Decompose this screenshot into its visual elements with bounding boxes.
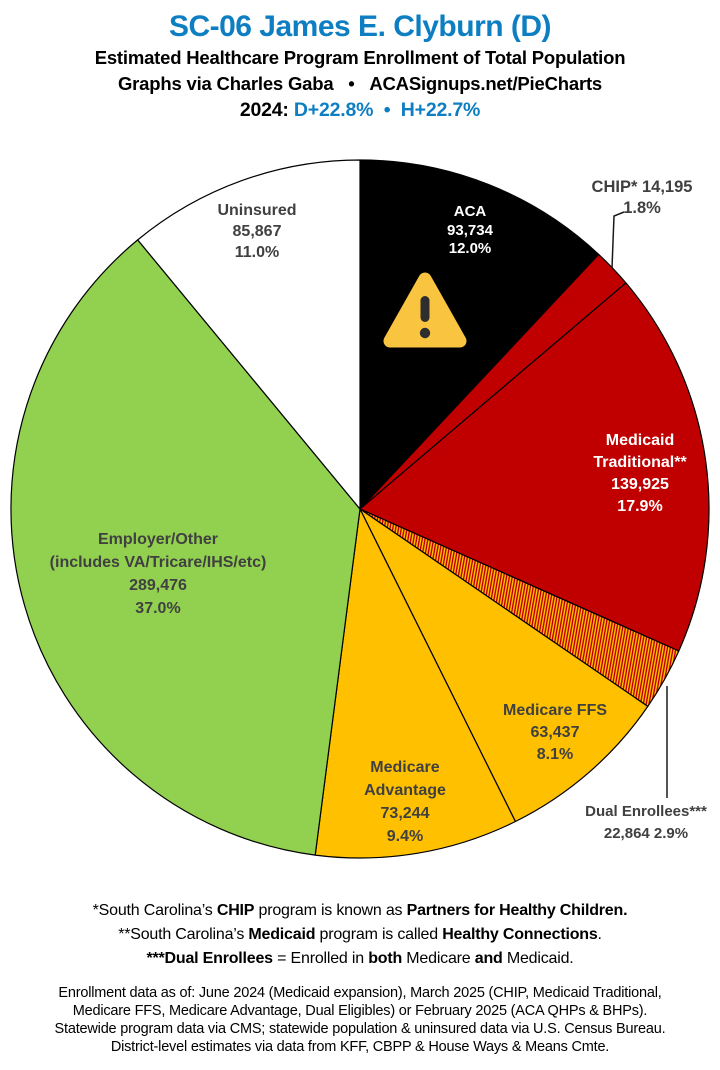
text-run: and [474, 950, 503, 967]
text-run: both [368, 950, 403, 967]
footnotes-block: *South Carolina’s CHIP program is known … [0, 899, 720, 971]
fineprint-line: Medicare FFS, Medicare Advantage, Dual E… [72, 1003, 648, 1019]
footnote-medicaid: **South Carolina’s Medicaid program is c… [0, 923, 720, 947]
text-run: Medicaid. [502, 950, 574, 967]
text-run: **South Carolina’s [118, 926, 249, 943]
fineprint-line: District-level estimates via data from K… [110, 1039, 610, 1055]
text-run: 2024: [239, 99, 294, 121]
text-run: = Enrolled in [272, 950, 369, 967]
pie-slices-group [10, 159, 710, 859]
chip-leader-line [611, 211, 625, 269]
text-run: H+22.7% [400, 99, 481, 121]
pie-slice-employer [10, 239, 361, 856]
subtitle-enrollment: Estimated Healthcare Program Enrollment … [94, 47, 626, 68]
text-run: Medicare [402, 950, 475, 967]
page-title: SC-06 James E. Clyburn (D) [168, 10, 552, 43]
text-run: CHIP [216, 902, 255, 919]
partisan-lean-line: 2024: D+22.8% • H+22.7% [0, 97, 720, 123]
pie-slice-aca [359, 159, 600, 510]
fineprint-line: Enrollment data as of: June 2024 (Medica… [58, 985, 662, 1001]
pie-slice-medicaid [359, 282, 710, 652]
header: SC-06 James E. Clyburn (D) Estimated Hea… [0, 0, 720, 123]
text-run: ***Dual Enrollees [146, 950, 273, 967]
pie-slice-ffs [359, 508, 649, 823]
text-run: • [373, 99, 401, 121]
fineprint-block: Enrollment data as of: June 2024 (Medica… [0, 984, 720, 1056]
text-run: program is called [315, 926, 443, 943]
pie-slice-madv [314, 508, 516, 859]
text-run: program is known as [254, 902, 407, 919]
footnote-chip: *South Carolina’s CHIP program is known … [0, 899, 720, 923]
pie-chart-area: ACA 93,734 12.0% CHIP* 14,195 1.8% Medicaid Tr… [0, 140, 720, 870]
text-run: *South Carolina’s [92, 902, 217, 919]
subtitle-credit: Graphs via Charles Gaba • ACASignups.net… [117, 73, 602, 94]
warning-icon [383, 272, 467, 348]
pie-slice-uninsured [137, 159, 361, 510]
fineprint-line: Statewide program data via CMS; statewid… [54, 1021, 666, 1037]
footnote-dual: ***Dual Enrollees = Enrolled in both Med… [0, 947, 720, 971]
text-run: D+22.8% [293, 99, 374, 121]
text-run: . [597, 926, 602, 943]
text-run: Medicaid [248, 926, 316, 943]
pie-chart [10, 159, 710, 859]
text-run: Healthy Connections [442, 926, 598, 943]
text-run: Partners for Healthy Children. [406, 902, 628, 919]
